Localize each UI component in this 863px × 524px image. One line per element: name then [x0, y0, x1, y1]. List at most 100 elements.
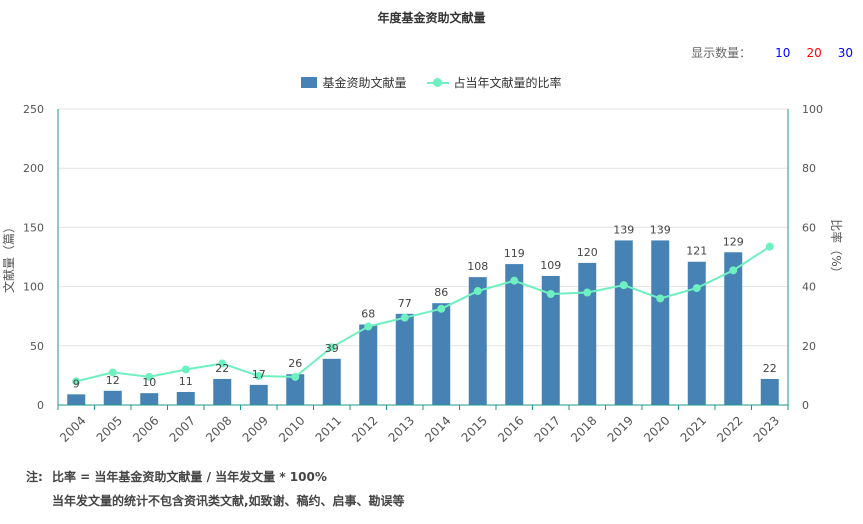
x-tick-label: 2009: [240, 413, 271, 444]
ratio-point: [181, 365, 190, 374]
bar-value-label: 22: [763, 362, 777, 375]
y-tick-label-right: 60: [802, 221, 816, 234]
y-tick-label-right: 0: [802, 399, 809, 412]
x-tick-label: 2004: [57, 413, 88, 444]
bar-value-label: 109: [540, 259, 561, 272]
bar: [359, 324, 378, 405]
bar: [140, 393, 159, 405]
x-tick-label: 2012: [349, 413, 380, 444]
axes: 0 50 100 150 200 250 0 20 40 60 80 100 文献量（篇） 比率（%） 20…: [1, 103, 844, 445]
bar: [687, 261, 706, 405]
bar: [760, 378, 779, 405]
bar: [395, 313, 414, 405]
bar-value-label: 22: [215, 362, 229, 375]
x-tick-label: 2021: [678, 413, 709, 444]
bar-value-label: 119: [504, 247, 525, 260]
bar: [578, 262, 597, 405]
y-tick-label-left: 0: [37, 399, 44, 412]
ratio-point: [473, 287, 482, 296]
bar: [322, 358, 341, 405]
bar-series: [67, 240, 779, 405]
ratio-point: [364, 322, 373, 331]
bar: [541, 275, 560, 405]
y-tick-label-right: 100: [802, 103, 823, 116]
x-tick-label: 2017: [532, 413, 563, 444]
bar-value-label: 121: [686, 245, 707, 258]
chart-title: 年度基金资助文献量: [377, 11, 486, 25]
bar-value-label: 120: [577, 246, 598, 259]
chart-notes: 注: 比率 = 当年基金资助文献量 / 当年发文量 * 100% 当年发文量的统…: [26, 464, 405, 512]
x-tick-label: 2016: [495, 413, 526, 444]
x-tick-label: 2010: [276, 413, 307, 444]
notes-line-1: 比率 = 当年基金资助文献量 / 当年发文量 * 100%: [52, 469, 327, 484]
display-count-selector: 显示数量： 10 20 30: [691, 44, 853, 61]
x-tick-label: 2023: [751, 413, 782, 444]
legend-item-bar-series[interactable]: 基金资助文献量: [301, 74, 407, 91]
ratio-point: [254, 371, 263, 380]
data-labels: 9 12 10 11 22 17 26 39 68 77 86 108 119 109 120 139 139 1…: [73, 223, 777, 390]
bar: [213, 378, 232, 405]
legend-line-swatch: [426, 77, 449, 88]
ratio-point: [619, 281, 628, 290]
legend-bar-label: 基金资助文献量: [322, 76, 407, 90]
bar: [651, 240, 670, 405]
legend-bar-swatch: [301, 77, 318, 88]
y-tick-label-right: 20: [802, 340, 816, 353]
bar-value-label: 26: [288, 357, 302, 370]
ratio-point: [765, 242, 774, 251]
ratio-point: [291, 372, 300, 381]
x-tick-label: 2019: [605, 413, 636, 444]
y-tick-label-left: 200: [23, 162, 44, 175]
ratio-line: [76, 245, 771, 383]
y-tick-label-left: 250: [23, 103, 44, 116]
y-axis-title-right: 比率（%）: [829, 219, 844, 278]
bar-value-label: 86: [434, 286, 448, 299]
display-count-option-10[interactable]: 10: [775, 45, 791, 60]
x-tick-label: 2008: [203, 413, 234, 444]
bar: [614, 240, 633, 405]
bar-value-label: 10: [142, 376, 156, 389]
notes-line-2: 当年发文量的统计不包含资讯类文献,如致谢、稿约、启事、勘误等: [52, 493, 405, 508]
ratio-point: [145, 372, 154, 381]
y-tick-label-right: 80: [802, 162, 816, 175]
ratio-point: [583, 288, 592, 297]
bar: [468, 277, 487, 405]
x-tick-label: 2018: [568, 413, 599, 444]
bar-value-label: 39: [325, 342, 339, 355]
y-tick-label-left: 50: [30, 340, 44, 353]
bar-value-label: 108: [467, 260, 488, 273]
y-axis-title-left: 文献量（篇）: [1, 221, 16, 293]
ratio-point: [546, 290, 555, 298]
bar-value-label: 12: [106, 374, 120, 387]
bar-value-label: 139: [650, 223, 671, 236]
bar-value-label: 129: [723, 235, 744, 248]
bar: [432, 303, 451, 405]
display-count-option-20[interactable]: 20: [806, 45, 822, 60]
bar: [103, 390, 122, 405]
ratio-point: [437, 304, 446, 313]
x-tick-label: 2022: [714, 413, 745, 444]
bar-value-label: 68: [361, 307, 375, 320]
x-tick-label: 2020: [641, 413, 672, 444]
legend-item-line-series[interactable]: 占当年文献量的比率: [426, 74, 562, 91]
bar: [176, 391, 195, 405]
ratio-point: [108, 368, 117, 377]
y-tick-label-right: 40: [802, 281, 816, 294]
legend-line-label: 占当年文献量的比率: [453, 76, 562, 90]
x-tick-label: 2011: [313, 413, 344, 444]
y-tick-label-left: 150: [23, 221, 44, 234]
x-tick-label: 2015: [459, 413, 490, 444]
x-tick-label: 2006: [130, 413, 161, 444]
bar: [505, 264, 524, 405]
ratio-point: [510, 276, 519, 285]
bar-value-label: 9: [73, 377, 80, 390]
chart-legend: 基金资助文献量 占当年文献量的比率: [0, 74, 863, 91]
display-count-option-30[interactable]: 30: [837, 45, 853, 60]
x-tick-label: 2013: [386, 413, 417, 444]
ratio-point: [400, 313, 409, 322]
ratio-point: [692, 284, 701, 293]
display-count-label: 显示数量：: [691, 46, 752, 60]
ratio-point: [729, 266, 738, 275]
bar: [724, 252, 743, 405]
